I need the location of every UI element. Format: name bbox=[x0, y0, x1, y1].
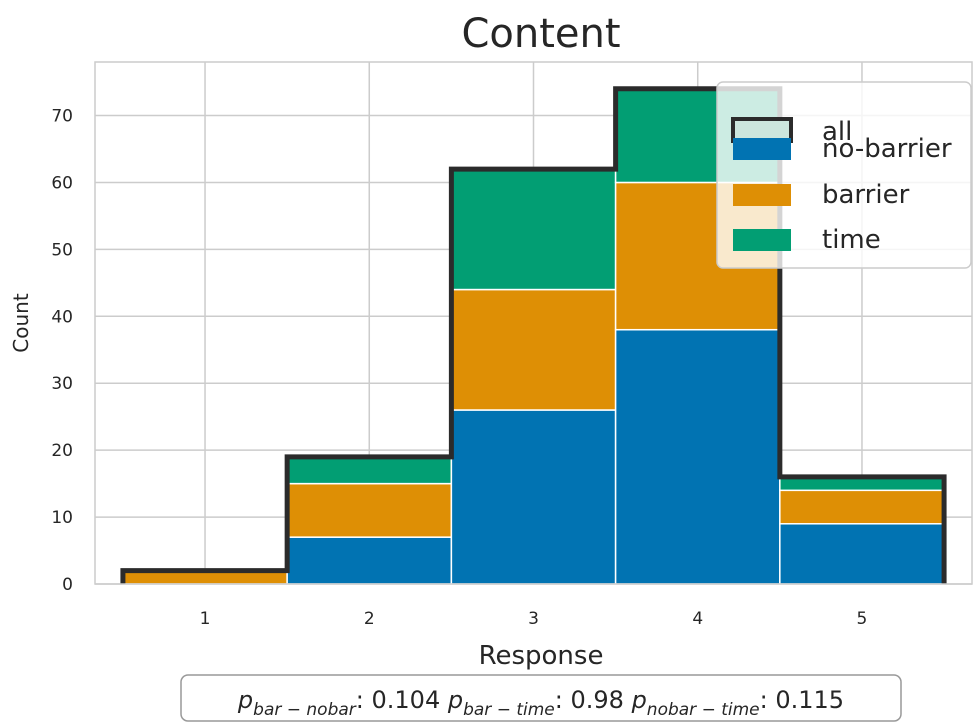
y-tick-label: 50 bbox=[51, 240, 73, 260]
bar-barrier-5 bbox=[779, 489, 945, 525]
bar-no-barrier-3 bbox=[450, 409, 617, 585]
x-tick-label: 3 bbox=[528, 609, 539, 629]
p-bar-time-subscript: bar − time bbox=[463, 700, 555, 720]
stacked-bars bbox=[122, 88, 945, 585]
p-bar-nobar-subscript: bar − nobar bbox=[253, 700, 357, 720]
y-tick-label: 40 bbox=[51, 307, 73, 327]
x-tick-label: 2 bbox=[364, 609, 375, 629]
legend-swatch-no-barrier bbox=[733, 138, 791, 160]
bar-time-3 bbox=[450, 168, 617, 291]
y-tick-label: 60 bbox=[51, 173, 73, 193]
legend-swatch-all bbox=[731, 117, 793, 143]
p-nobar-time-subscript: nobar − time bbox=[647, 700, 760, 720]
y-tick-label: 30 bbox=[51, 374, 73, 394]
bar-barrier-2 bbox=[286, 482, 453, 538]
p-value-line: pbar − nobar: 0.104 pbar − time: 0.98 pn… bbox=[237, 686, 844, 720]
y-axis-label: Count bbox=[9, 293, 33, 353]
chart-title: Content bbox=[461, 11, 620, 57]
bar-no-barrier-2 bbox=[286, 536, 453, 585]
legend-label-barrier: barrier bbox=[822, 180, 910, 210]
all-outline-step bbox=[120, 86, 947, 584]
p-nobar-time-value: 0.115 bbox=[775, 686, 844, 714]
p-value-box: pbar − nobar: 0.104 pbar − time: 0.98 pn… bbox=[180, 674, 902, 722]
legend: all no-barrier barrier time bbox=[716, 81, 972, 269]
legend-label-all: all bbox=[822, 117, 852, 147]
y-tick-label: 10 bbox=[51, 508, 73, 528]
y-tick-labels: 0 10 20 30 40 50 60 70 bbox=[51, 107, 73, 595]
bar-barrier-3 bbox=[450, 288, 617, 411]
p-nobar-time-symbol: p bbox=[631, 686, 647, 714]
p-bar-time-symbol: p bbox=[447, 686, 463, 714]
x-tick-label: 5 bbox=[857, 609, 868, 629]
plot-frame bbox=[94, 61, 973, 585]
p-value-frame bbox=[180, 674, 902, 722]
p-bar-nobar-value: 0.104 bbox=[372, 686, 441, 714]
p-bar-time-value: 0.98 bbox=[570, 686, 623, 714]
bar-no-barrier-5 bbox=[779, 523, 945, 585]
x-axis-label: Response bbox=[479, 641, 604, 671]
y-tick-label: 20 bbox=[51, 441, 73, 461]
bar-no-barrier-4 bbox=[614, 328, 781, 585]
y-tick-label: 0 bbox=[62, 575, 73, 595]
x-tick-labels: 1 2 3 4 5 bbox=[200, 609, 868, 629]
x-tick-label: 1 bbox=[200, 609, 211, 629]
y-tick-label: 70 bbox=[51, 107, 73, 127]
x-tick-label: 4 bbox=[692, 609, 703, 629]
legend-swatch-barrier bbox=[733, 184, 791, 206]
legend-swatch-time bbox=[733, 229, 791, 251]
p-bar-nobar-symbol: p bbox=[237, 686, 253, 714]
legend-label-no-barrier: no-barrier bbox=[822, 134, 952, 164]
bar-time-2 bbox=[286, 456, 453, 485]
legend-label-time: time bbox=[822, 225, 881, 255]
